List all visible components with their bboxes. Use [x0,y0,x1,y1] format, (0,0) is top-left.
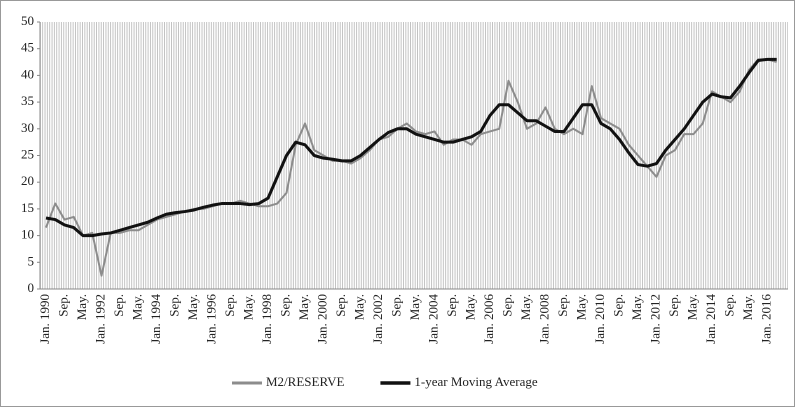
x-tick-label: Jan. 2016 [758,294,773,344]
plot-area [40,22,788,289]
x-tick-label: Sep. [499,294,514,317]
y-tick-label: 35 [21,93,34,108]
x-tick-label: Sep. [666,294,681,317]
y-tick-label: 25 [21,146,34,161]
x-tick-label: Sep. [55,294,70,317]
x-tick-label: Sep. [610,294,625,317]
x-tick-label: Jan. 1992 [92,294,107,344]
x-tick-label: Sep. [444,294,459,317]
x-tick-label: Sep. [166,294,181,317]
x-tick-label: Sep. [388,294,403,317]
x-tick-label: May. [240,294,255,320]
x-tick-label: Sep. [277,294,292,317]
x-tick-label: Jan. 2006 [481,294,496,344]
y-tick-label: 40 [21,66,34,81]
y-tick-label: 30 [21,120,34,135]
legend-label: 1-year Moving Average [414,374,537,389]
y-tick-label: 20 [21,173,34,188]
x-tick-label: Sep. [222,294,237,317]
x-tick-label: May. [462,294,477,320]
x-tick-label: May. [129,294,144,320]
y-tick-label: 50 [21,13,34,28]
x-tick-label: Jan. 2008 [536,294,551,344]
x-tick-label: Jan. 1996 [203,294,218,344]
x-tick-label: Jan. 2000 [314,294,329,344]
x-tick-label: May. [296,294,311,320]
x-tick-label: Jan. 1998 [259,294,274,344]
x-tick-label: May. [740,294,755,320]
x-tick-label: Sep. [111,294,126,317]
x-tick-label: Jan. 2012 [647,294,662,344]
y-tick-label: 0 [28,280,35,295]
x-tick-label: Jan. 2010 [592,294,607,344]
x-tick-label: May. [573,294,588,320]
x-tick-label: Sep. [555,294,570,317]
x-tick-label: May. [351,294,366,320]
y-tick-label: 10 [21,227,34,242]
series-line [45,57,777,238]
x-tick-label: May. [684,294,699,320]
y-tick-label: 15 [21,200,34,215]
x-tick-label: Sep. [721,294,736,317]
x-tick-label: Jan. 1994 [148,294,163,344]
legend-label: M2/RESERVE [266,374,344,389]
x-tick-label: May. [185,294,200,320]
y-tick-label: 45 [21,40,34,55]
x-tick-label: Jan. 1990 [37,294,52,344]
x-tick-label: May. [629,294,644,320]
x-tick-label: Sep. [333,294,348,317]
x-tick-label: Jan. 2002 [370,294,385,344]
x-tick-label: Jan. 2014 [703,294,718,344]
y-tick-label: 5 [28,253,35,268]
x-tick-label: Jan. 2004 [425,294,440,344]
x-tick-label: May. [74,294,89,320]
x-tick-label: May. [518,294,533,320]
x-tick-label: May. [407,294,422,320]
series-line [45,58,778,277]
